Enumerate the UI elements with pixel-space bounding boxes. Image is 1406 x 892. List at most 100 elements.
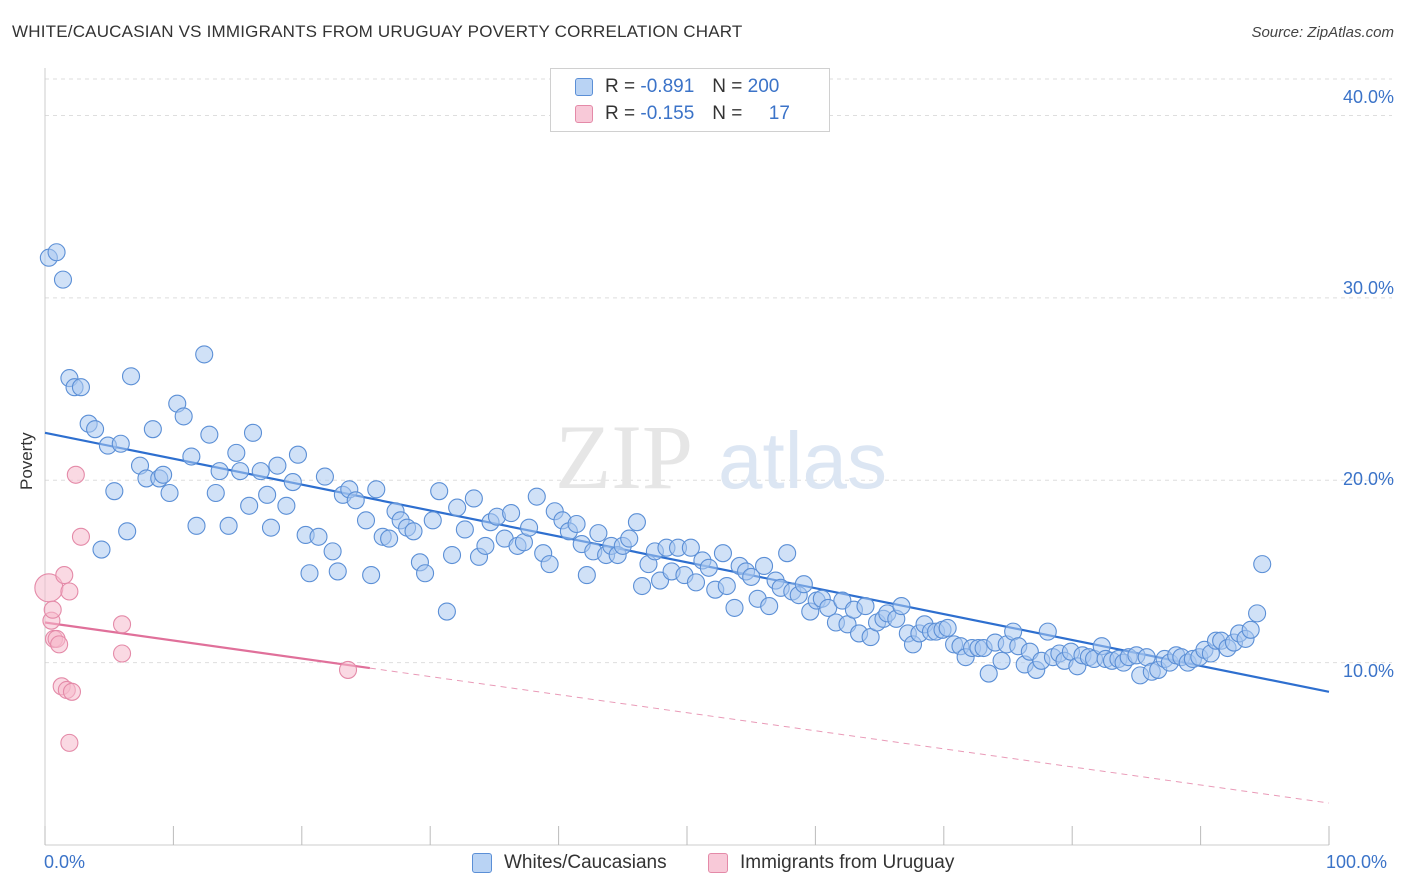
- series-legend-whites: Whites/Caucasians: [472, 852, 667, 874]
- data-point-whites: [251, 462, 270, 481]
- data-point-whites: [437, 602, 456, 621]
- data-point-whites: [416, 564, 435, 583]
- data-point-whites: [713, 544, 733, 563]
- data-point-whites: [210, 462, 229, 481]
- data-point-whites: [1038, 622, 1057, 641]
- data-point-whites: [261, 518, 281, 537]
- series-swatch-uruguay: [708, 853, 728, 873]
- data-point-whites: [118, 522, 137, 541]
- data-point-whites: [725, 598, 744, 617]
- data-point-whites: [187, 516, 206, 535]
- data-point-whites: [423, 511, 442, 530]
- data-point-whites: [243, 423, 263, 442]
- data-point-whites: [455, 520, 474, 539]
- legend-n-value: 17: [768, 103, 790, 124]
- data-point-whites: [938, 618, 957, 638]
- watermark-atlas: atlas: [718, 416, 887, 505]
- legend-n-label: N =: [712, 76, 743, 97]
- data-point-uruguay: [71, 527, 91, 546]
- data-point-whites: [992, 651, 1011, 670]
- legend-row-uruguay: R = -0.155 N = 17: [551, 101, 790, 127]
- data-point-whites: [86, 420, 105, 439]
- data-point-whites: [1241, 620, 1260, 639]
- data-point-whites: [520, 518, 539, 537]
- data-point-whites: [121, 367, 141, 386]
- data-point-whites: [819, 598, 838, 617]
- data-point-whites: [856, 597, 875, 616]
- data-point-whites: [143, 420, 162, 439]
- series-legend-uruguay: Immigrants from Uruguay: [708, 852, 954, 874]
- x-tick-100: 100.0%: [1326, 852, 1388, 872]
- data-point-whites: [92, 540, 111, 559]
- data-point-whites: [174, 407, 193, 426]
- data-point-whites: [404, 522, 423, 541]
- data-point-whites: [154, 465, 173, 484]
- data-point-whites: [476, 536, 495, 555]
- legend-swatch-uruguay: [575, 105, 593, 123]
- correlation-legend: R = -0.891 N = 200 R = -0.155 N = 17: [550, 68, 830, 132]
- data-point-whites: [742, 567, 761, 586]
- gridlines: [45, 78, 1392, 664]
- data-point-whites: [620, 529, 639, 548]
- legend-r-label: R =: [605, 76, 636, 97]
- data-point-whites: [356, 511, 376, 530]
- legend-n-label: N =: [712, 103, 743, 124]
- data-point-whites: [323, 542, 342, 561]
- data-point-whites: [633, 576, 652, 596]
- data-point-whites: [258, 485, 277, 504]
- data-point-whites: [448, 498, 467, 517]
- data-point-uruguay: [60, 582, 79, 601]
- trend-line-uruguay-extension: [369, 667, 1330, 804]
- legend-n-value: 200: [747, 76, 780, 97]
- series-swatch-whites: [472, 853, 492, 873]
- data-point-whites: [502, 504, 521, 523]
- y-tick-30: 30.0%: [1342, 278, 1394, 298]
- data-point-whites: [105, 482, 124, 501]
- data-point-whites: [681, 538, 700, 557]
- trend-line-uruguay: [44, 621, 371, 670]
- y-tick-10: 10.0%: [1342, 661, 1394, 681]
- data-point-whites: [206, 483, 225, 503]
- data-point-whites: [1253, 555, 1272, 574]
- data-point-whites: [219, 516, 238, 535]
- data-point-whites: [227, 443, 246, 462]
- data-point-uruguay: [60, 733, 79, 752]
- legend-r-value: -0.155: [640, 103, 695, 124]
- data-point-whites: [268, 456, 287, 475]
- data-point-whites: [309, 527, 328, 546]
- data-point-whites: [231, 462, 250, 481]
- data-point-whites: [195, 345, 214, 364]
- data-point-whites: [754, 556, 774, 576]
- data-point-whites: [346, 491, 365, 510]
- data-point-whites: [47, 243, 66, 262]
- data-point-uruguay: [50, 635, 69, 654]
- data-point-whites: [380, 529, 399, 548]
- data-point-uruguay: [55, 566, 74, 585]
- data-point-whites: [699, 558, 718, 577]
- y-tick-20: 20.0%: [1342, 469, 1394, 489]
- data-point-whites: [540, 555, 559, 574]
- data-point-whites: [182, 447, 201, 466]
- data-point-whites: [430, 482, 449, 501]
- data-point-whites: [288, 445, 307, 464]
- y-axis-label: Poverty: [17, 432, 36, 490]
- data-points: [34, 243, 1272, 752]
- data-point-uruguay: [66, 465, 85, 484]
- data-point-whites: [111, 434, 130, 453]
- data-point-whites: [240, 496, 259, 515]
- data-point-whites: [53, 270, 73, 289]
- data-point-whites: [160, 483, 179, 503]
- data-point-whites: [200, 425, 219, 444]
- data-point-whites: [300, 564, 319, 583]
- data-point-whites: [328, 562, 347, 581]
- data-point-whites: [367, 480, 386, 499]
- data-point-uruguay: [338, 660, 358, 679]
- data-point-whites: [527, 487, 546, 506]
- data-point-whites: [71, 378, 91, 397]
- data-point-whites: [979, 664, 998, 683]
- data-point-uruguay: [112, 644, 132, 663]
- data-point-uruguay: [112, 615, 132, 634]
- data-point-whites: [589, 524, 608, 543]
- data-point-whites: [315, 467, 334, 486]
